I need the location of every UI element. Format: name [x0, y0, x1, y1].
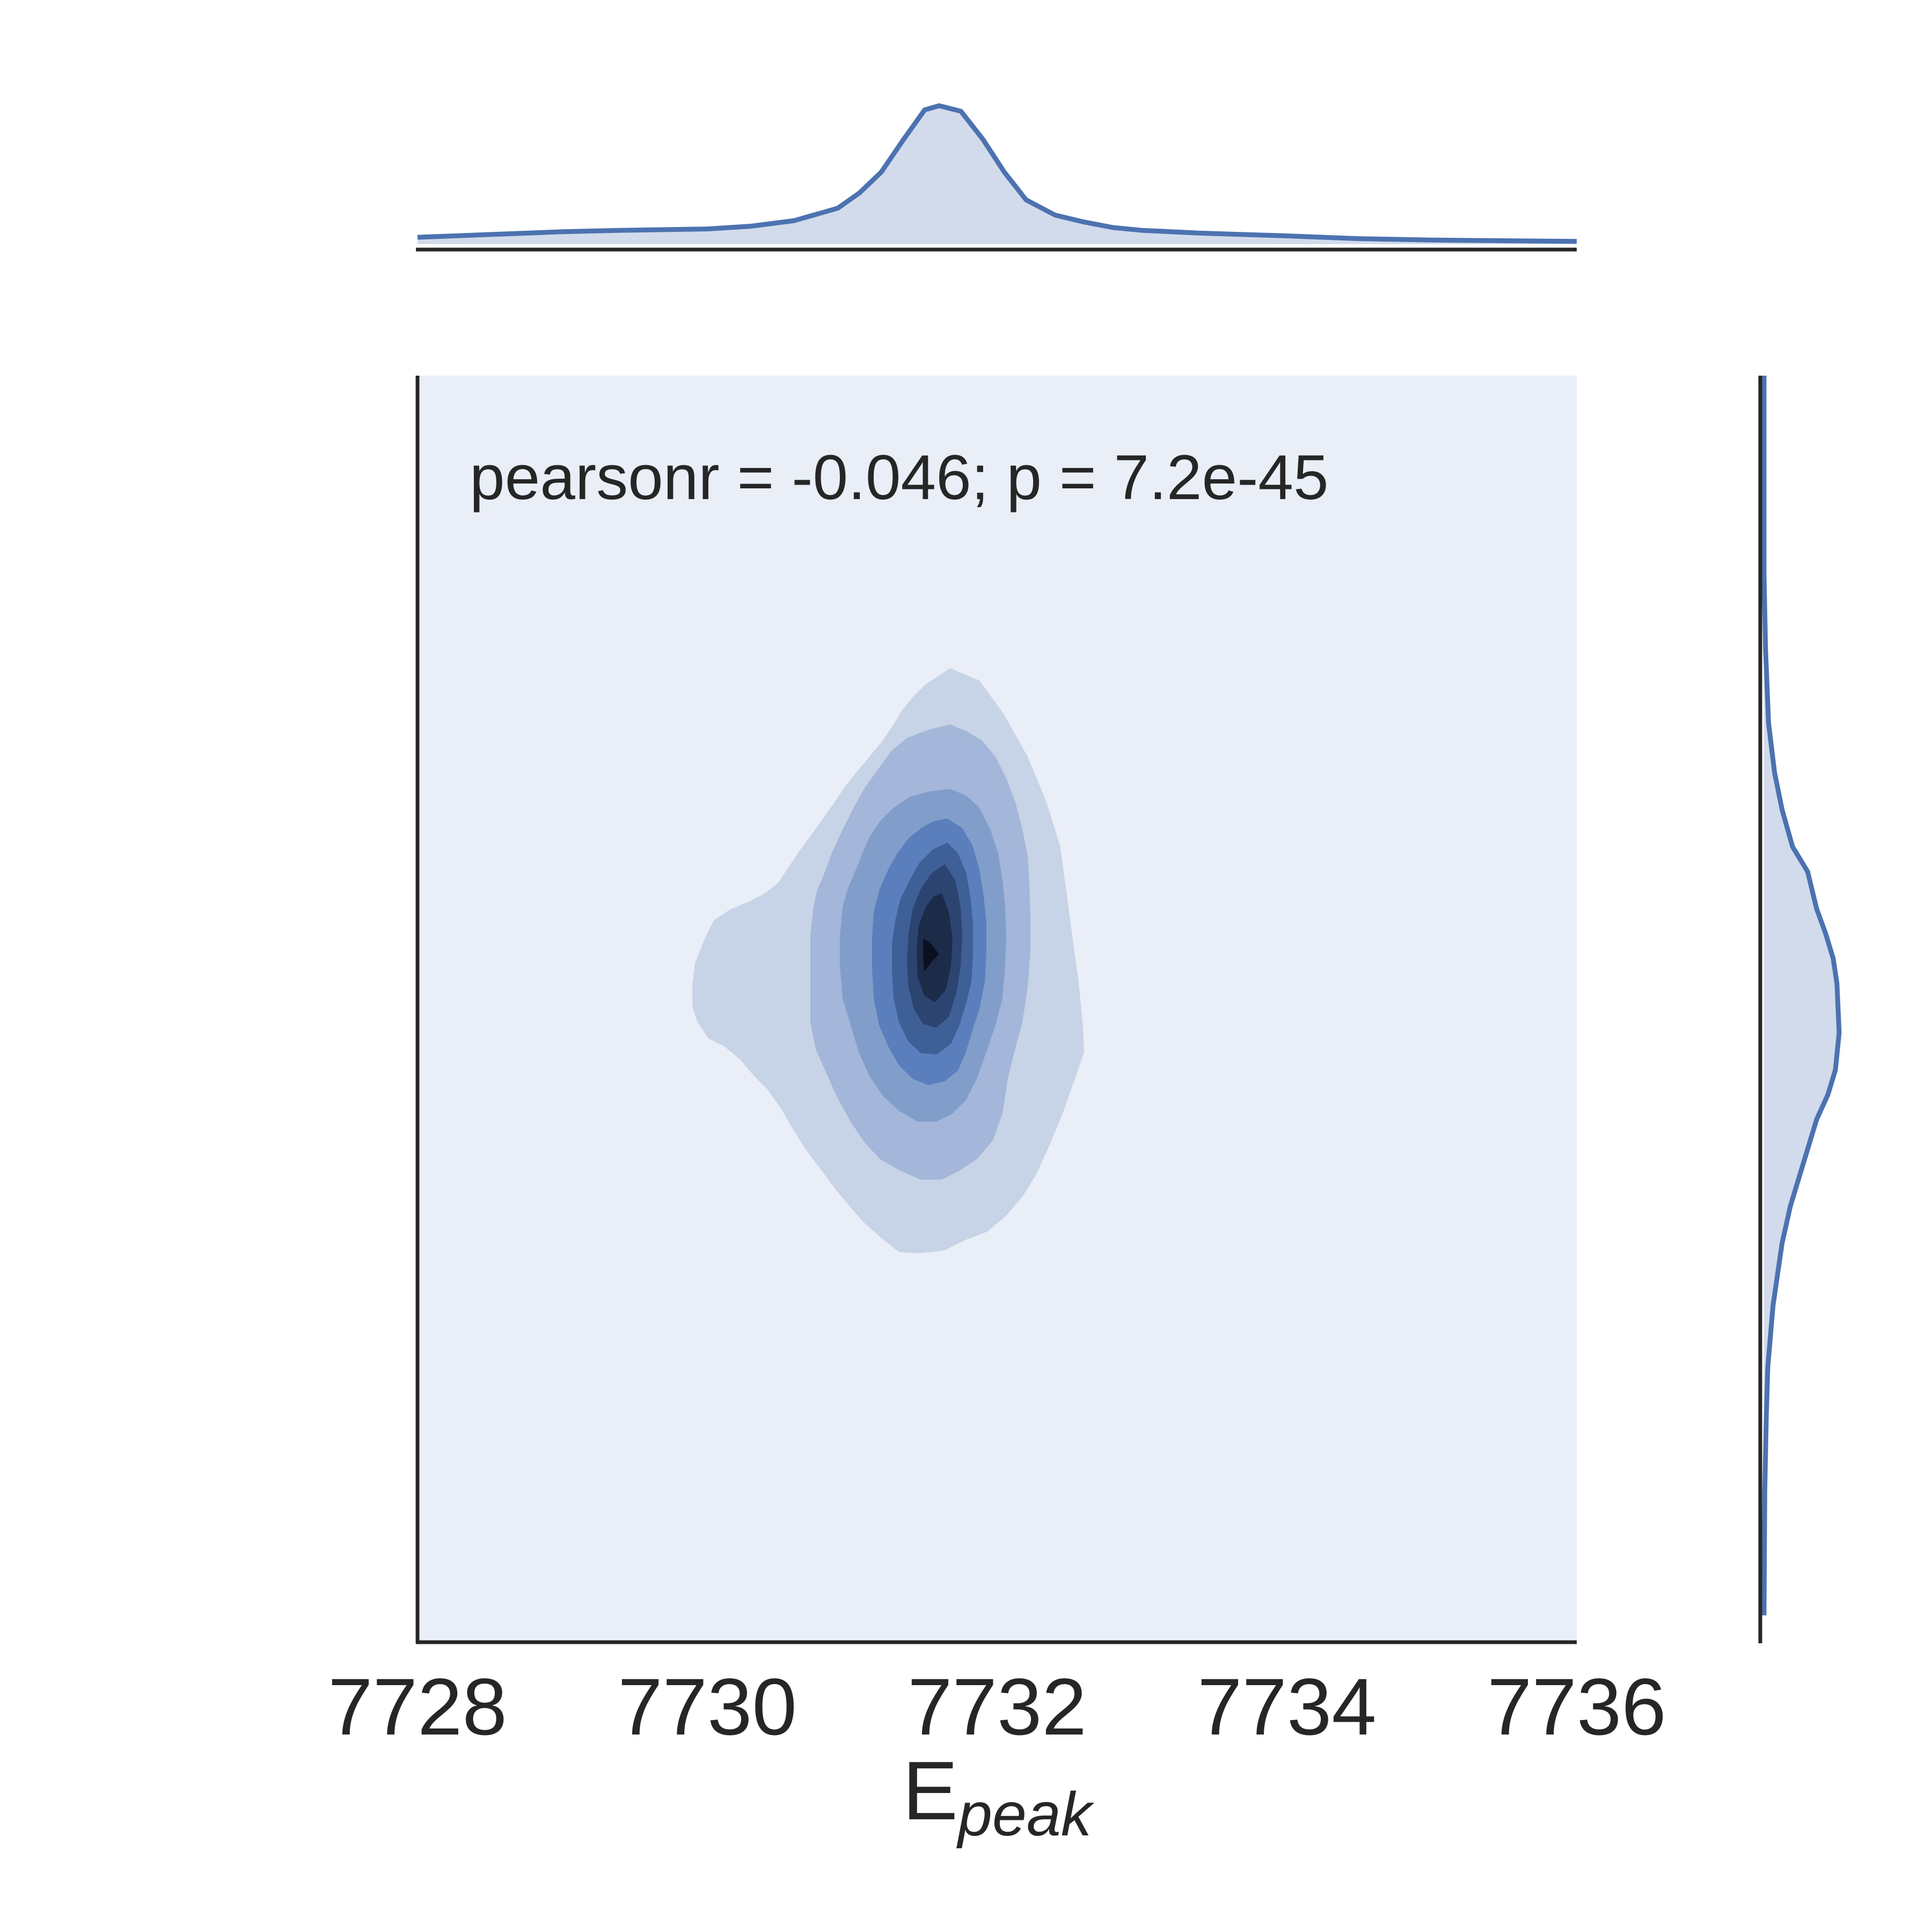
x-tick-label: 7730: [618, 1662, 797, 1752]
x-axis-label: Epeak: [903, 1744, 1095, 1849]
x-tick-label: 7728: [328, 1662, 507, 1752]
kde-contour-level-7: [917, 894, 953, 1002]
x-tick-label: 7734: [1197, 1662, 1377, 1752]
x-tick-label: 7732: [908, 1662, 1087, 1752]
x-marginal-line: [417, 103, 1577, 244]
x-marginal-fill: [418, 106, 1577, 244]
y-marginal-kde: [1758, 376, 1842, 1643]
y-marginal-fill: [1764, 376, 1839, 1615]
x-marginal-kde: [416, 103, 1577, 252]
x-axis-label-subscript: peak: [956, 1780, 1095, 1849]
pearsonr-annotation: pearsonr = -0.046; p = 7.2e-45: [470, 442, 1329, 513]
y-marginal-line: [1761, 376, 1842, 1616]
x-tick-label: 7736: [1487, 1662, 1666, 1752]
kde-contour-level-8: [923, 939, 939, 971]
x-axis-label-main: E: [903, 1744, 958, 1837]
x-tick-labels: 7728 7730 7732 7734 7736: [328, 1662, 1666, 1752]
kde-contours: [692, 668, 1084, 1253]
